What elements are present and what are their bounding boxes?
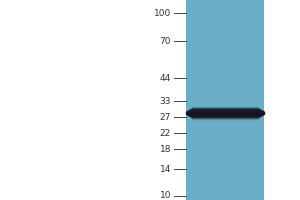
Text: 70: 70 xyxy=(160,37,171,46)
Text: 22: 22 xyxy=(160,129,171,138)
Text: 33: 33 xyxy=(160,97,171,106)
Text: 100: 100 xyxy=(154,9,171,18)
Text: 27: 27 xyxy=(160,113,171,122)
Text: 10: 10 xyxy=(160,191,171,200)
Text: 18: 18 xyxy=(160,145,171,154)
Text: 44: 44 xyxy=(160,74,171,83)
Text: kDa: kDa xyxy=(152,0,171,1)
Bar xyxy=(186,0,264,200)
Text: 14: 14 xyxy=(160,165,171,174)
